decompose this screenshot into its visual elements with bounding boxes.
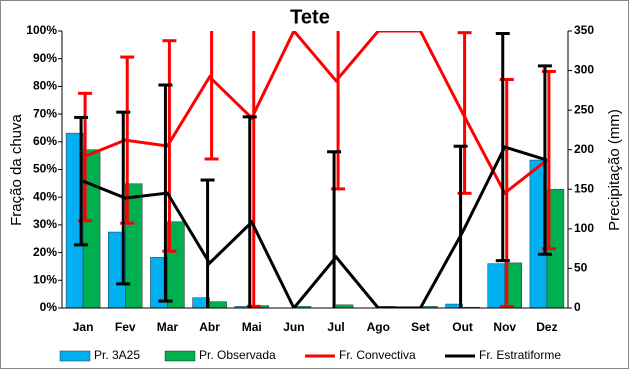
legend-label: Fr. Estratiforme — [479, 348, 561, 362]
x-tick-label: Ago — [367, 320, 390, 334]
error-bar — [200, 178, 215, 308]
bar — [82, 149, 101, 308]
y-tick-label: 50% — [33, 162, 57, 176]
legend-label: Fr. Convectiva — [339, 348, 416, 362]
y2-tick-label: 50 — [574, 261, 588, 275]
bar — [125, 183, 143, 308]
x-tick-label: Mai — [242, 320, 262, 334]
line — [82, 31, 548, 196]
y2-tick-label: 0 — [574, 300, 581, 314]
y-tick-label: 90% — [33, 51, 57, 65]
y2-tick-label: 100 — [574, 221, 594, 235]
bar — [335, 304, 354, 308]
y2-tick-label: 150 — [574, 181, 594, 195]
legend-label: Pr. Observada — [199, 348, 276, 362]
y-tick-label: 0% — [40, 300, 58, 314]
x-tick-label: Jan — [73, 320, 94, 334]
x-tick-label: Abr — [199, 320, 220, 334]
y-tick-label: 70% — [33, 106, 57, 120]
y2-tick-label: 200 — [574, 142, 594, 156]
y2-tick-label: 250 — [574, 102, 594, 116]
y-tick-label: 80% — [33, 79, 57, 93]
x-tick-label: Jul — [327, 320, 344, 334]
y-tick-label: 40% — [33, 189, 57, 203]
legend-label: Pr. 3A25 — [94, 348, 140, 362]
x-tick-label: Out — [452, 320, 473, 334]
error-bar — [495, 31, 510, 263]
y2-tick-label: 300 — [574, 63, 594, 77]
plot-area — [65, 31, 565, 308]
y-tick-label: 100% — [26, 23, 57, 37]
y-tick-label: 60% — [33, 134, 57, 148]
legend-swatch — [164, 350, 196, 362]
bar — [167, 221, 185, 308]
line — [82, 145, 548, 308]
error-bar — [74, 115, 89, 247]
y-tick-label: 30% — [33, 217, 57, 231]
y-tick-label: 10% — [33, 272, 57, 286]
bar — [209, 301, 227, 308]
legend-swatch — [59, 350, 91, 362]
y-tick-label: 20% — [33, 245, 57, 259]
error-bar — [327, 150, 342, 308]
error-bar — [453, 144, 468, 308]
y2-axis-label: Precipitação (mm) — [606, 109, 623, 231]
x-tick-label: Mar — [157, 320, 179, 334]
y-axis-label: Fração da chuva — [8, 113, 25, 225]
x-tick-label: Nov — [493, 320, 516, 334]
y2-tick-label: 350 — [574, 23, 594, 37]
x-tick-label: Jun — [283, 320, 304, 334]
chart-title: Tete — [290, 6, 330, 28]
bar — [504, 262, 522, 308]
x-tick-label: Set — [411, 320, 430, 334]
x-tick-label: Dez — [536, 320, 557, 334]
x-tick-label: Fev — [115, 320, 136, 334]
bar — [487, 263, 505, 308]
